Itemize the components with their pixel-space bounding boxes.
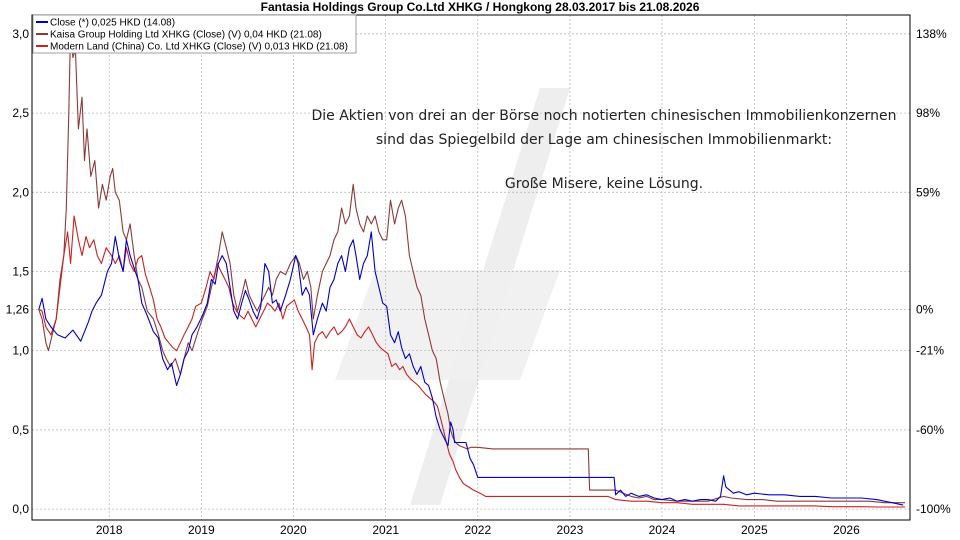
y-left-tick-label: 2,0 <box>12 185 29 199</box>
x-tick-label: 2022 <box>464 523 491 537</box>
y-right-tick-label: 0% <box>916 302 934 316</box>
legend-entry: Kaisa Group Holding Ltd XHKG (Close) (V)… <box>50 30 322 41</box>
legend-entry: Modern Land (China) Co. Ltd XHKG (Close)… <box>50 42 348 53</box>
x-tick-label: 2025 <box>741 523 768 537</box>
series-line-0 <box>38 231 904 506</box>
legend: Close (*) 0,025 HKD (14.08)Kaisa Group H… <box>32 14 357 54</box>
x-tick-label: 2019 <box>188 523 215 537</box>
legend-entry: Close (*) 0,025 HKD (14.08) <box>50 18 175 29</box>
y-left-tick-label: 1,5 <box>12 264 29 278</box>
x-axis: 2018 2019 2020 2021 2022 2023 2024 2025 2026 <box>96 523 860 537</box>
annotation-line: sind das Spiegelbild der Lage am chinesi… <box>376 132 832 148</box>
x-tick-label: 2020 <box>280 523 307 537</box>
y-left-tick-label: 3,0 <box>12 27 29 41</box>
series-layer <box>38 25 905 508</box>
y-left-tick-label: 2,5 <box>12 106 29 120</box>
chart-title: Fantasia Holdings Group Co.Ltd XHKG / Ho… <box>261 0 700 14</box>
plot-frame <box>31 14 911 521</box>
y-left-tick-label: 1,26 <box>6 302 30 316</box>
y-right-tick-label: -21% <box>916 344 944 358</box>
annotation-line: Die Aktien von drei an der Börse noch no… <box>312 108 897 124</box>
y-left-tick-label: 0,5 <box>12 423 29 437</box>
y-right-tick-label: 98% <box>916 106 940 120</box>
y-right-tick-label: 59% <box>916 185 940 199</box>
y-left-tick-label: 0,0 <box>12 502 29 516</box>
annotation-line: Große Misere, keine Lösung. <box>505 176 703 192</box>
x-tick-label: 2024 <box>649 523 676 537</box>
series-line-2 <box>38 215 905 508</box>
x-tick-label: 2026 <box>833 523 860 537</box>
x-tick-label: 2021 <box>372 523 399 537</box>
y-axis-right: -100% -60% -21% 0% 59% 98% 138% <box>916 27 951 516</box>
legend-box <box>32 14 357 54</box>
x-tick-label: 2023 <box>557 523 584 537</box>
y-left-tick-label: 1,0 <box>12 344 29 358</box>
y-right-tick-label: -60% <box>916 423 944 437</box>
y-right-tick-label: -100% <box>916 502 951 516</box>
y-axis-left: 0,0 0,5 1,0 1,26 1,5 2,0 2,5 3,0 <box>6 27 30 516</box>
annotation-text: Die Aktien von drei an der Börse noch no… <box>312 108 897 192</box>
chart-grid <box>32 15 910 520</box>
y-right-tick-label: 138% <box>916 27 947 41</box>
series-line-1 <box>38 25 905 504</box>
x-tick-label: 2018 <box>96 523 123 537</box>
